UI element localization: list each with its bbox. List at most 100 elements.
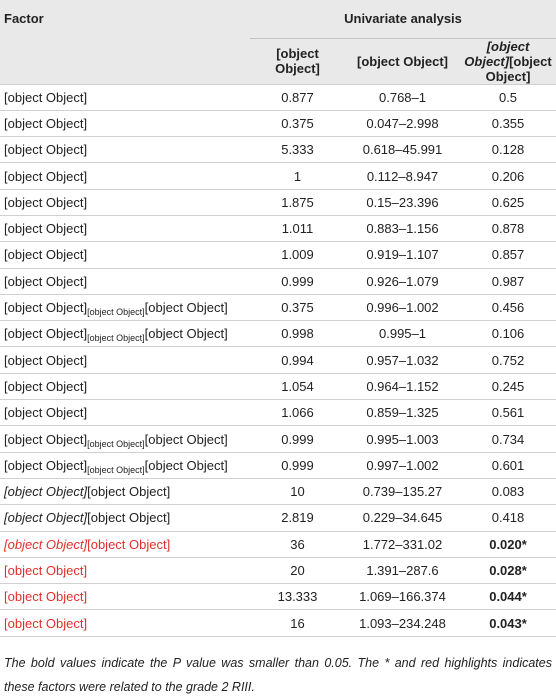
factor-cell: [object Object][object Object][object Ob… — [0, 425, 250, 453]
text-segment: [object Object] — [87, 484, 171, 500]
p-cell: 0.106 — [460, 320, 556, 348]
text-segment: [object Object] — [4, 536, 88, 552]
text-segment: [object Object] — [4, 510, 88, 526]
ci-cell: 0.996–1.002 — [345, 294, 460, 322]
or-cell: 36 — [250, 531, 345, 558]
header-cell: Factor — [0, 0, 250, 85]
text-segment: [object Object] — [87, 333, 145, 344]
or-cell: 1.009 — [250, 241, 345, 269]
ci-cell: 0.919–1.107 — [345, 241, 460, 269]
factor-cell: [object Object] — [0, 268, 250, 295]
ci-cell: 0.859–1.325 — [345, 399, 460, 427]
p-cell: 0.734 — [460, 425, 556, 453]
factor-cell: [object Object][object Object] — [0, 504, 250, 532]
text-segment: [object Object] — [144, 431, 228, 447]
p-cell: 0.245 — [460, 373, 556, 401]
text-segment: [object Object] — [87, 510, 171, 526]
table-row: [object Object][object Object] 2.819 0.229… — [0, 504, 556, 532]
text-segment: [object Object] — [4, 89, 88, 105]
table-body: [object Object] 0.877 0.768–1 0.5 [object Ob… — [0, 84, 556, 637]
p-cell: 0.601 — [460, 452, 556, 479]
text-segment: [object Object] — [4, 562, 88, 578]
header-cell: [object Object][object Object] — [460, 38, 556, 85]
or-cell: 13.333 — [250, 583, 345, 611]
factor-cell: [object Object] — [0, 557, 250, 585]
p-cell: 0.456 — [460, 294, 556, 322]
text-segment: [object Object] — [4, 378, 88, 394]
or-cell: 0.994 — [250, 346, 345, 374]
factor-cell: [object Object] — [0, 136, 250, 164]
text-segment: [object Object] — [87, 438, 145, 449]
text-segment: [object Object] — [4, 300, 88, 316]
ci-cell: 0.926–1.079 — [345, 268, 460, 295]
table-row: [object Object][object Object][object Ob… — [0, 452, 556, 479]
table-row: [object Object] 0.877 0.768–1 0.5 — [0, 84, 556, 111]
ci-cell: 0.047–2.998 — [345, 110, 460, 138]
or-cell: 0.375 — [250, 294, 345, 322]
factor-cell: [object Object][object Object][object Ob… — [0, 320, 250, 348]
table-row: [object Object] 0.999 0.926–1.079 0.987 — [0, 268, 556, 295]
table-row: [object Object] 5.333 0.618–45.991 0.128 — [0, 136, 556, 164]
factor-cell: [object Object] — [0, 84, 250, 111]
or-cell: 2.819 — [250, 504, 345, 532]
ci-cell: 1.069–166.374 — [345, 583, 460, 611]
table-row: [object Object][object Object][object Ob… — [0, 294, 556, 322]
table-row: [object Object] 1.875 0.15–23.396 0.625 — [0, 189, 556, 216]
p-cell: 0.418 — [460, 504, 556, 532]
text-segment: [object Object] — [144, 457, 228, 473]
or-cell: 5.333 — [250, 136, 345, 164]
text-segment: [object Object] — [4, 142, 88, 158]
text-segment: [object Object] — [275, 46, 320, 76]
p-cell: 0.355 — [460, 110, 556, 138]
table-row: [object Object] 1 0.112–8.947 0.206 — [0, 162, 556, 190]
factor-cell: [object Object][object Object] — [0, 478, 250, 506]
text-segment: [object Object] — [87, 307, 145, 318]
text-segment: [object Object] — [4, 405, 88, 421]
factor-cell: [object Object] — [0, 346, 250, 374]
or-cell: 20 — [250, 557, 345, 585]
ci-cell: 0.995–1 — [345, 320, 460, 348]
ci-cell: 0.739–135.27 — [345, 478, 460, 506]
ci-cell: 0.964–1.152 — [345, 373, 460, 401]
factor-cell: [object Object][object Object][object Ob… — [0, 294, 250, 322]
p-cell: 0.020* — [460, 531, 556, 558]
or-cell: 10 — [250, 478, 345, 506]
ci-cell: 0.995–1.003 — [345, 425, 460, 453]
p-cell: 0.752 — [460, 346, 556, 374]
ci-cell: 0.15–23.396 — [345, 189, 460, 216]
or-cell: 0.999 — [250, 268, 345, 295]
text-segment: [object Object] — [144, 326, 228, 342]
factor-cell: [object Object] — [0, 583, 250, 611]
text-segment: [object Object] — [4, 247, 88, 263]
p-cell: 0.5 — [460, 84, 556, 111]
text-segment: [object Object] — [4, 273, 88, 289]
table-row: [object Object] 1.066 0.859–1.325 0.561 — [0, 399, 556, 427]
p-cell: 0.857 — [460, 241, 556, 269]
text-segment: [object Object] — [4, 168, 88, 184]
p-cell: 0.206 — [460, 162, 556, 190]
p-cell: 0.625 — [460, 189, 556, 216]
or-cell: 0.877 — [250, 84, 345, 111]
factor-cell: [object Object] — [0, 609, 250, 637]
footnote: The bold values indicate the P value was… — [4, 655, 552, 694]
ci-cell: 0.883–1.156 — [345, 215, 460, 243]
table-row: [object Object][object Object][object Ob… — [0, 425, 556, 453]
or-cell: 0.999 — [250, 452, 345, 479]
header-cell: Univariate analysis — [250, 0, 556, 39]
or-cell: 1.011 — [250, 215, 345, 243]
text-segment: [object Object] — [87, 536, 171, 552]
table-row: [object Object][object Object][object Ob… — [0, 320, 556, 348]
ci-cell: 0.618–45.991 — [345, 136, 460, 164]
header-cell: [object Object] — [250, 38, 345, 85]
or-cell: 1 — [250, 162, 345, 190]
table-row: [object Object] 1.054 0.964–1.152 0.245 — [0, 373, 556, 401]
table-row: [object Object] 20 1.391–287.6 0.028* — [0, 557, 556, 585]
ci-cell: 0.229–34.645 — [345, 504, 460, 532]
text-segment: [object Object] — [4, 589, 88, 605]
text-segment: [object Object] — [4, 326, 88, 342]
text-segment: [object Object] — [485, 53, 552, 84]
text-segment: [object Object] — [4, 194, 88, 210]
text-segment: [object Object] — [4, 457, 88, 473]
text-segment: [object Object] — [4, 484, 88, 500]
or-cell: 16 — [250, 609, 345, 637]
